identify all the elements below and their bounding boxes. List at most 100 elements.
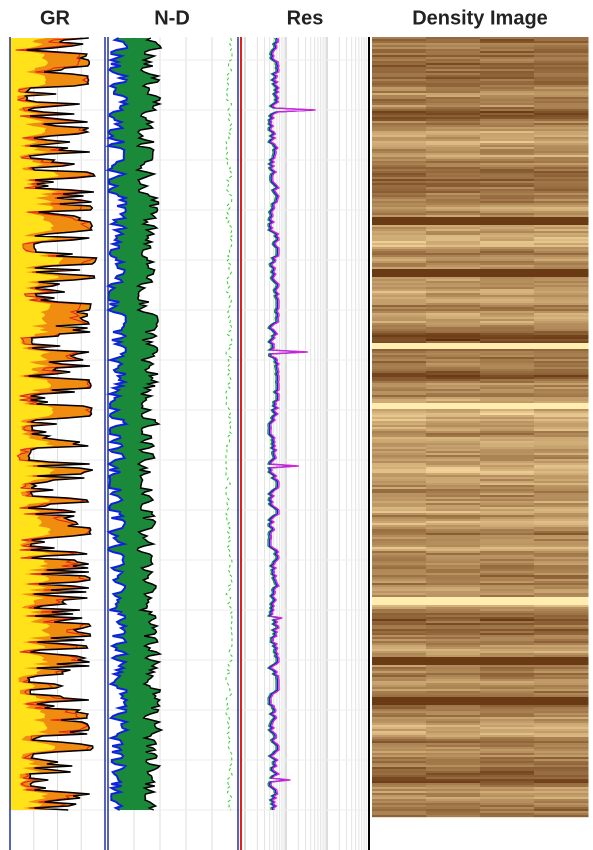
image-cell xyxy=(480,791,535,793)
image-cell xyxy=(372,467,427,469)
image-cell xyxy=(480,193,535,195)
image-cell xyxy=(534,77,589,79)
image-cell xyxy=(426,437,481,439)
image-cell xyxy=(534,279,589,281)
image-cell xyxy=(426,109,481,111)
image-cell xyxy=(372,279,427,281)
image-cell xyxy=(534,813,589,815)
image-cell xyxy=(480,627,535,629)
image-cell xyxy=(372,335,427,337)
image-cell xyxy=(534,671,589,673)
image-cell xyxy=(480,467,535,469)
image-cell xyxy=(372,301,427,303)
image-cell xyxy=(480,745,535,747)
image-cell xyxy=(534,487,589,489)
image-cell xyxy=(480,611,535,613)
image-cell xyxy=(480,381,535,383)
image-cell xyxy=(534,167,589,169)
image-cell xyxy=(480,603,535,605)
image-cell xyxy=(534,723,589,725)
image-cell xyxy=(372,57,427,59)
image-cell xyxy=(534,609,589,611)
image-cell xyxy=(534,395,589,397)
image-cell xyxy=(372,521,427,523)
image-cell xyxy=(372,69,427,71)
image-cell xyxy=(480,189,535,191)
image-cell xyxy=(372,555,427,557)
image-cell xyxy=(480,755,535,757)
image-cell xyxy=(534,743,589,745)
image-cell xyxy=(534,321,589,323)
image-cell xyxy=(534,773,589,775)
image-cell xyxy=(426,67,481,69)
image-cell xyxy=(372,525,427,527)
image-cell xyxy=(534,655,589,657)
image-cell xyxy=(480,529,535,531)
image-cell xyxy=(372,705,427,707)
image-cell xyxy=(372,287,427,289)
image-cell xyxy=(480,737,535,739)
image-cell xyxy=(534,717,589,719)
image-cell xyxy=(480,363,535,365)
image-cell xyxy=(372,629,427,631)
image-cell xyxy=(426,447,481,449)
image-cell xyxy=(480,407,535,409)
image-cell xyxy=(372,713,427,715)
image-cell xyxy=(534,387,589,389)
image-cell xyxy=(426,747,481,749)
image-cell xyxy=(372,375,427,377)
image-cell xyxy=(372,593,427,595)
image-cell xyxy=(372,365,427,367)
image-cell xyxy=(426,297,481,299)
image-cell xyxy=(480,807,535,809)
image-cell xyxy=(372,735,427,737)
image-cell xyxy=(426,323,481,325)
image-cell xyxy=(426,759,481,761)
image-cell xyxy=(372,447,427,449)
image-cell xyxy=(426,123,481,125)
image-cell xyxy=(426,259,481,261)
image-cell xyxy=(372,47,427,49)
image-cell xyxy=(372,551,427,553)
image-cell xyxy=(534,623,589,625)
image-cell xyxy=(426,237,481,239)
image-cell xyxy=(534,169,589,171)
image-cell xyxy=(372,701,427,703)
image-cell xyxy=(372,473,427,475)
image-cell xyxy=(480,221,535,223)
image-cell xyxy=(426,689,481,691)
image-cell xyxy=(534,811,589,813)
image-cell xyxy=(480,225,535,227)
image-cell xyxy=(480,531,535,533)
image-cell xyxy=(372,351,427,353)
image-cell xyxy=(372,741,427,743)
image-cell xyxy=(534,205,589,207)
image-cell xyxy=(534,379,589,381)
image-cell xyxy=(426,533,481,535)
image-cell xyxy=(426,133,481,135)
image-cell xyxy=(534,693,589,695)
image-cell xyxy=(480,431,535,433)
image-cell xyxy=(426,37,481,39)
image-cell xyxy=(534,455,589,457)
image-cell xyxy=(372,181,427,183)
image-cell xyxy=(534,547,589,549)
image-cell xyxy=(534,721,589,723)
image-cell xyxy=(534,173,589,175)
image-cell xyxy=(534,301,589,303)
image-cell xyxy=(426,135,481,137)
image-cell xyxy=(480,151,535,153)
image-cell xyxy=(372,229,427,231)
image-cell xyxy=(372,461,427,463)
image-cell xyxy=(534,635,589,637)
image-cell xyxy=(372,259,427,261)
image-cell xyxy=(534,299,589,301)
image-cell xyxy=(426,715,481,717)
image-cell xyxy=(480,223,535,225)
image-cell xyxy=(480,127,535,129)
image-cell xyxy=(534,595,589,597)
image-cell xyxy=(480,523,535,525)
image-cell xyxy=(426,657,481,659)
image-cell xyxy=(534,273,589,275)
image-cell xyxy=(480,699,535,701)
